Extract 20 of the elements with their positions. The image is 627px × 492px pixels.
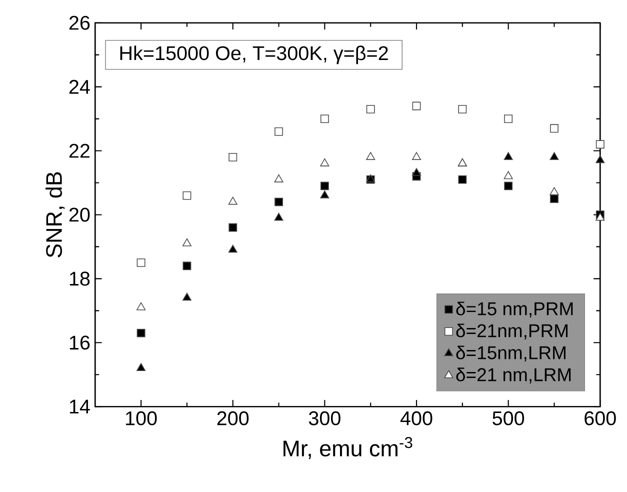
x-tick-label: 600 bbox=[584, 411, 616, 426]
y-tick-label: 18 bbox=[70, 272, 90, 286]
x-tick-label: 400 bbox=[400, 411, 432, 426]
legend-label: δ=21nm,PRM bbox=[456, 324, 568, 340]
legend-label: δ=15 nm,PRM bbox=[456, 302, 573, 318]
x-tick-label: 100 bbox=[126, 411, 157, 426]
y-tick-label: 26 bbox=[69, 16, 90, 30]
y-tick-label: 24 bbox=[69, 80, 90, 94]
y-tick-label: 16 bbox=[70, 336, 90, 350]
x-tick-label: 500 bbox=[492, 411, 524, 426]
y-tick-label: 20 bbox=[69, 208, 90, 222]
y-tick-label: 22 bbox=[69, 144, 90, 158]
y-axis-title: SNR, dB bbox=[46, 172, 65, 258]
x-tick-label: 200 bbox=[217, 411, 249, 426]
y-tick-label: 14 bbox=[70, 400, 90, 414]
legend-label: δ=21 nm,LRM bbox=[456, 368, 571, 384]
x-tick-label: 300 bbox=[308, 411, 340, 426]
x-axis-title: Mr, emu cm$^{-3}$ bbox=[284, 436, 412, 460]
annotation: Hk=15000 Oe, T=300K, γ=β=2 bbox=[120, 46, 388, 64]
legend-label: δ=15nm,LRM bbox=[456, 346, 566, 362]
